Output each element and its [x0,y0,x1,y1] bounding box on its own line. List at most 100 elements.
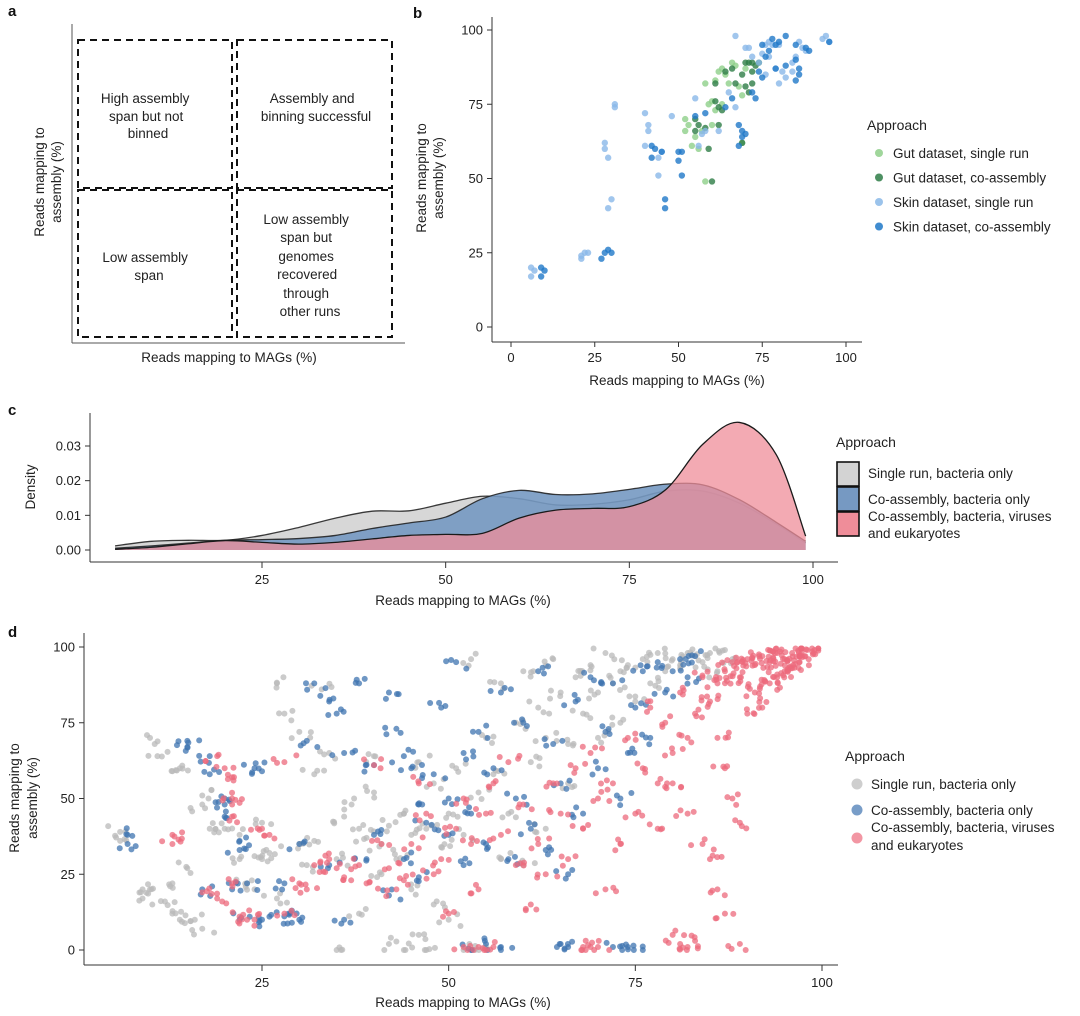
panel-b-point [661,205,669,212]
panel-b-point [779,68,786,75]
panel-d-point [595,937,602,944]
panel-d-point [604,786,611,793]
panel-d-point [136,889,143,896]
panel-d-point [169,908,176,915]
panel-d-point [202,805,209,812]
panel-d-point [454,813,461,820]
panel-b-point [648,154,655,161]
panel-d-point [709,852,716,859]
panel-d-point [349,826,356,833]
panel-b-point [789,68,796,75]
panel-d-point [286,846,293,853]
panel-b-point [702,80,709,87]
panel-b-point [601,145,608,152]
panel-b-point [708,121,716,129]
panel-d-point [632,698,639,705]
panel-d-point [710,846,717,853]
panel-d-point [303,886,310,893]
panel-d-point [472,805,479,812]
panel-b-point [782,32,789,40]
panel-d-point [738,823,745,830]
panel-d-point [561,945,568,952]
panel-d-point [442,775,449,782]
panel-d-point [298,881,305,888]
panel-d-point [428,821,435,828]
panel-d-point [449,762,456,769]
panel-d-point [427,813,434,820]
panel-c: c 0.00 0.01 0.02 0.03 25 50 75 100 Reads mapping… [8,402,1052,608]
panel-d-point [590,677,597,684]
panel-d-point [613,792,620,799]
panel-d-point [632,693,639,700]
panel-d-point [443,814,450,821]
panel-d-point [395,859,402,866]
panel-d-point [206,771,213,778]
panel-d-point [721,892,728,899]
panel-b-point [692,127,699,135]
panel-d-point [352,679,359,686]
panel-d-point [231,859,238,866]
panel-d-point [531,821,538,828]
panel-d-point [129,832,136,839]
panel-d-xlabel: Reads mapping to MAGs (%) [375,995,551,1010]
panel-d-point [759,653,766,660]
panel-d-point [450,811,457,818]
panel-d-point [240,761,247,768]
panel-d-point [805,662,812,669]
panel-b-point [792,56,799,63]
panel-d-point [361,675,368,682]
panel-b-ytick-label: 75 [469,97,483,112]
panel-d-point [196,737,203,744]
panel-b-point [738,92,746,99]
panel-d-point [681,932,688,939]
panel-d-point [397,767,404,774]
panel-d-point [171,899,178,906]
panel-d-point [805,656,812,663]
panel-d-point [234,819,241,826]
panel-d-point [527,825,534,832]
panel-d-point [606,672,613,679]
panel-d-point [598,788,605,795]
panel-d-ytick-label: 0 [68,943,75,958]
panel-d-point [630,667,637,674]
panel-c-legend-title: Approach [836,434,896,450]
panel-d-point [330,695,337,702]
panel-d-point [497,944,504,951]
panel-b-ytick-label: 25 [469,245,483,260]
panel-d-point [158,753,165,760]
panel-d-point [339,850,346,857]
panel-d-point [606,947,613,953]
panel-d-point [520,668,527,675]
panel-d-point [716,649,723,656]
panel-d-point [480,839,487,846]
panel-d-point [550,740,557,747]
panel-d-point [371,831,377,838]
panel-d-point [268,911,275,918]
panel-d-point [374,885,381,892]
panel-d-point [789,650,796,657]
panel-d-point [422,936,429,943]
panel-d-point [547,695,554,702]
panel-d-point [208,786,215,793]
panel-d-point [635,808,642,815]
panel-d-ytick-label: 25 [61,867,75,882]
panel-d-point [692,664,699,671]
panel-d-point [136,897,143,904]
panel-d-point [587,687,594,694]
panel-d-point [704,684,711,691]
panel-d-point [585,821,592,828]
panel-d-point [341,813,348,820]
panel-b-point [769,35,776,43]
panel-d-xtick-label: 75 [628,975,642,990]
panel-d-point [710,763,717,770]
panel-d-point [419,834,426,841]
panel-d-point [595,765,601,772]
panel-a-ylabel-line1: Reads mapping to [32,127,47,237]
panel-d-point [545,663,552,670]
panel-d-point [395,691,402,698]
panel-d-point [302,881,309,888]
panel-d-point [431,944,438,951]
panel-d-point [270,755,277,762]
panel-d-point [457,858,464,865]
panel-b-point [795,71,803,78]
